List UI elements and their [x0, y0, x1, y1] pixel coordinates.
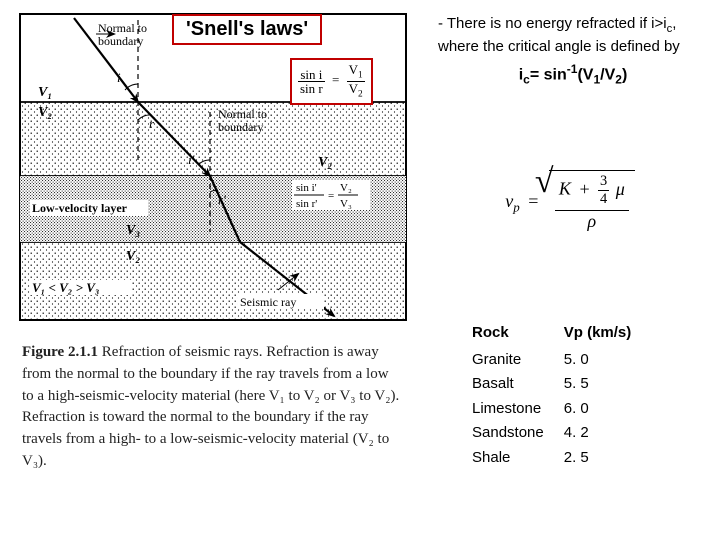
- caption-prefix: Figure 2.1.1: [22, 344, 98, 360]
- lbl-normal1: Normal to: [98, 21, 147, 35]
- col-rock: Rock: [472, 322, 562, 347]
- lbl-i1: i: [117, 70, 121, 85]
- table-row: Granite5. 0: [472, 349, 649, 372]
- critical-angle-text: - There is no energy refracted if i>ic, …: [438, 14, 708, 88]
- lbl-i2: i': [188, 152, 195, 167]
- rock-velocity-table: Rock Vp (km/s) Granite5. 0 Basalt5. 5 Li…: [470, 320, 651, 471]
- table-header-row: Rock Vp (km/s): [472, 322, 649, 347]
- lbl-lowvel: Low-velocity layer: [32, 201, 128, 215]
- lbl-normal2b: boundary: [218, 120, 263, 134]
- svg-text:sin i': sin i': [296, 182, 317, 194]
- svg-text:=: =: [328, 190, 334, 202]
- lbl-v2top: V₂: [38, 105, 52, 120]
- lbl-v2bot: V₂: [126, 249, 140, 264]
- svg-text:V₃: V₃: [340, 198, 352, 210]
- lbl-ineq: V₁ < V₂ > V₃: [32, 280, 99, 295]
- svg-text:sin r': sin r': [296, 198, 317, 210]
- snell-formula-box: sin i sin r = V1 V2: [290, 58, 373, 105]
- figure-caption: Figure 2.1.1 Refraction of seismic rays.…: [22, 342, 402, 473]
- snell-eq: =: [328, 72, 343, 87]
- lbl-v2mid: V₂: [318, 155, 332, 170]
- snell-den-right: V2: [347, 82, 365, 100]
- svg-text:V₂: V₂: [340, 182, 352, 194]
- title-box: 'Snell's laws': [172, 14, 322, 45]
- caption-body: Refraction of seismic rays. Refraction i…: [22, 344, 399, 469]
- col-vp: Vp (km/s): [564, 322, 650, 347]
- snell-num-left: sin i: [298, 68, 325, 82]
- table-row: Sandstone4. 2: [472, 422, 649, 445]
- lbl-seismicray: Seismic ray: [240, 295, 296, 309]
- table-row: Limestone6. 0: [472, 398, 649, 421]
- vp-formula: νp = √ K + 3 4 μ ρ: [470, 170, 670, 232]
- lbl-normal1b: boundary: [98, 34, 143, 48]
- lbl-normal2: Normal to: [218, 107, 267, 121]
- table-row: Basalt5. 5: [472, 373, 649, 396]
- lbl-r2: r': [218, 192, 226, 207]
- snell-num-right: V1: [347, 63, 365, 82]
- snell-den-left: sin r: [298, 82, 325, 95]
- lbl-v1: V₁: [38, 85, 52, 100]
- lbl-v3mid: V₃: [126, 223, 140, 238]
- table-row: Shale2. 5: [472, 447, 649, 470]
